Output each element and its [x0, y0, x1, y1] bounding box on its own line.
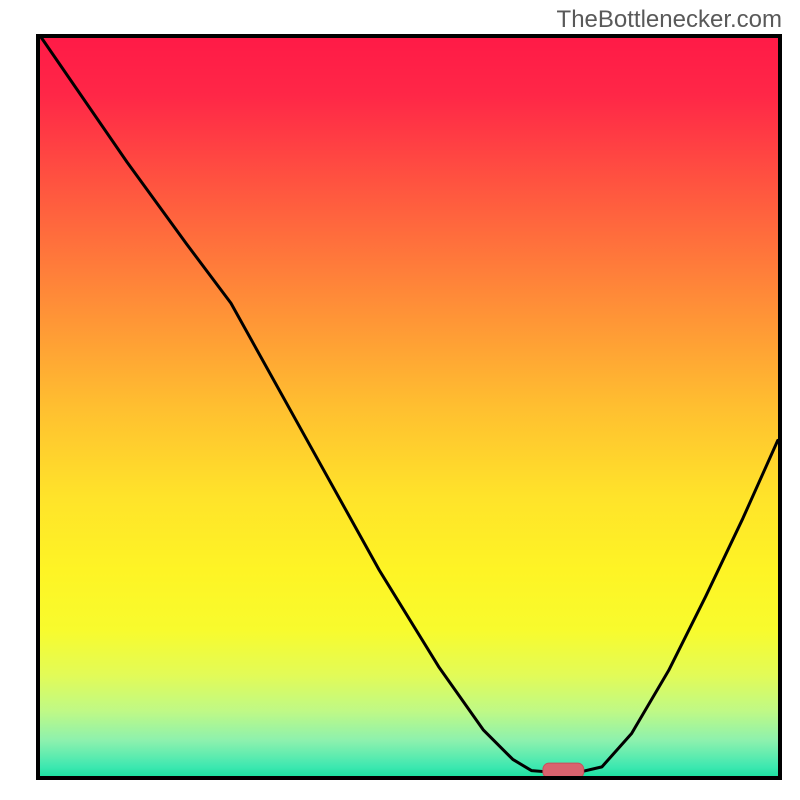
chart-plot-area	[36, 34, 782, 780]
optimal-marker	[543, 763, 584, 778]
bottleneck-chart: TheBottlenecker.com	[0, 0, 800, 800]
chart-background	[38, 36, 780, 778]
watermark-text: TheBottlenecker.com	[557, 6, 782, 34]
